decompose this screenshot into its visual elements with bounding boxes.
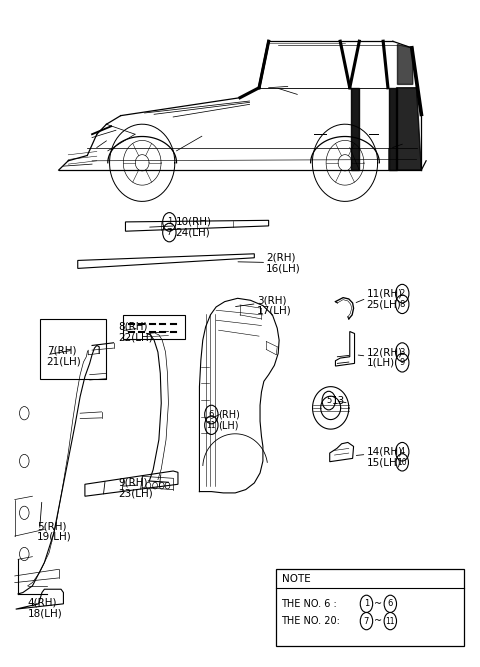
Text: 2(RH): 2(RH) (266, 253, 296, 263)
Text: 9(RH): 9(RH) (118, 478, 148, 488)
Text: 10: 10 (397, 458, 407, 467)
Text: 5(RH): 5(RH) (37, 521, 67, 531)
Text: 5: 5 (326, 396, 331, 405)
Text: (RH): (RH) (218, 410, 240, 420)
Polygon shape (389, 88, 396, 170)
Text: (LH): (LH) (218, 420, 239, 430)
Text: 23(LH): 23(LH) (118, 489, 153, 498)
Text: 6: 6 (388, 600, 393, 608)
Text: 11(RH): 11(RH) (366, 289, 403, 299)
Text: 13: 13 (332, 396, 345, 406)
Text: 8(RH): 8(RH) (118, 322, 148, 332)
Text: THE NO. 6 :: THE NO. 6 : (281, 599, 337, 609)
Text: 18(LH): 18(LH) (28, 608, 62, 618)
Text: 1: 1 (364, 600, 369, 608)
Text: 2: 2 (400, 289, 405, 298)
Text: 7(RH): 7(RH) (47, 346, 76, 356)
Polygon shape (351, 88, 360, 170)
Text: 7: 7 (167, 228, 172, 237)
Text: 24(LH): 24(LH) (176, 227, 210, 237)
Text: ~: ~ (373, 616, 382, 626)
Text: 9: 9 (400, 358, 405, 368)
Text: 17(LH): 17(LH) (257, 306, 291, 316)
Text: 21(LH): 21(LH) (47, 356, 82, 366)
Text: 11: 11 (206, 421, 216, 430)
Text: 1(LH): 1(LH) (366, 358, 395, 368)
Text: ~: ~ (373, 599, 382, 609)
Text: 4: 4 (400, 448, 405, 456)
Text: 6: 6 (209, 410, 214, 419)
Text: 7: 7 (364, 616, 369, 626)
Text: 25(LH): 25(LH) (366, 299, 401, 309)
Text: 12(RH): 12(RH) (366, 347, 403, 357)
Text: 3(RH): 3(RH) (257, 295, 286, 305)
Text: 19(LH): 19(LH) (37, 532, 72, 542)
Text: NOTE: NOTE (281, 574, 310, 584)
Text: 3: 3 (399, 348, 405, 357)
Text: 14(RH): 14(RH) (366, 447, 403, 457)
Text: 8: 8 (399, 299, 405, 309)
Polygon shape (396, 88, 421, 170)
Text: THE NO. 20:: THE NO. 20: (281, 616, 340, 626)
Text: 16(LH): 16(LH) (266, 263, 301, 273)
Text: 4(RH): 4(RH) (28, 598, 57, 608)
Polygon shape (397, 45, 413, 85)
Text: 1: 1 (167, 217, 172, 226)
Text: 10(RH): 10(RH) (176, 217, 212, 227)
Text: 22(LH): 22(LH) (118, 332, 153, 342)
Text: 15(LH): 15(LH) (366, 458, 401, 468)
Text: 11: 11 (385, 616, 395, 626)
